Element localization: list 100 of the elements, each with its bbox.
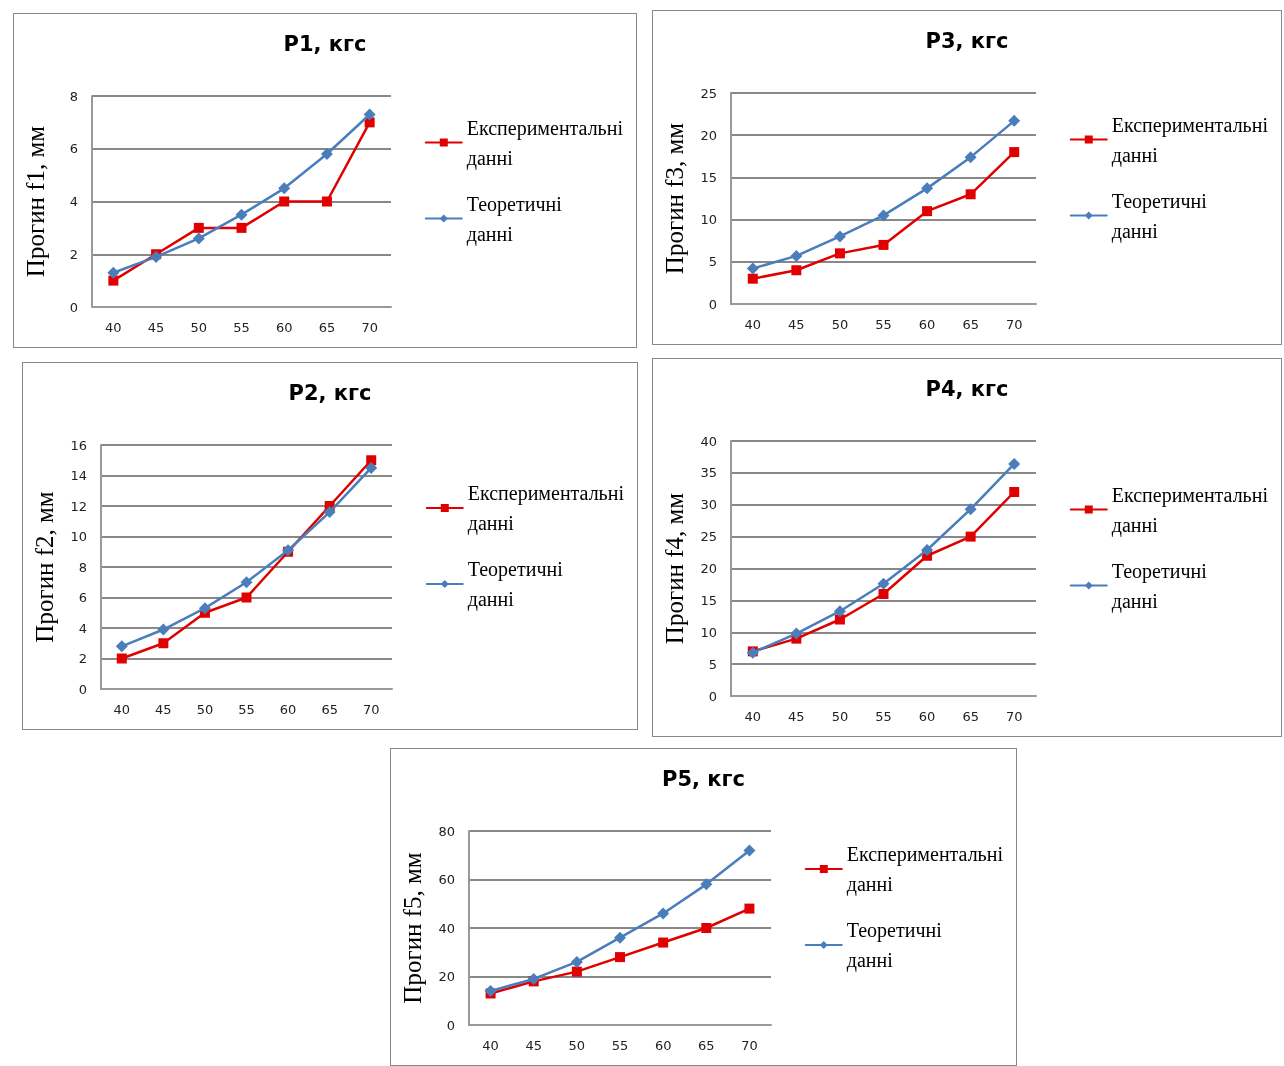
legend-label: Теоретичні данні — [1111, 189, 1208, 243]
point — [107, 266, 120, 279]
point — [241, 592, 252, 603]
point — [744, 903, 755, 914]
point — [921, 544, 934, 557]
y-axis-title: Прогин f4, мм — [661, 492, 688, 645]
x-tick-label: 50 — [196, 702, 214, 717]
y-tick-label: 25 — [700, 529, 717, 545]
y-tick-label: 10 — [70, 529, 87, 544]
chart-title: P5, кгс — [662, 766, 745, 791]
x-tick-label: 45 — [788, 317, 805, 332]
x-tick-label: 65 — [318, 320, 336, 335]
point — [701, 923, 712, 933]
y-tick-label: 20 — [700, 127, 717, 143]
y-axis-title: Прогин f5, мм — [399, 852, 426, 1004]
point — [657, 907, 670, 920]
point — [235, 208, 248, 221]
y-tick-label: 60 — [438, 872, 455, 887]
legend-label: Теоретичні данні — [1111, 559, 1208, 613]
x-tick-label: 45 — [788, 709, 805, 724]
x-tick-label: 70 — [741, 1038, 758, 1053]
y-tick-label: 0 — [69, 299, 78, 315]
point — [965, 189, 976, 200]
point — [158, 638, 169, 649]
legend-label: Експериментальні данні — [1111, 483, 1269, 537]
point — [921, 182, 934, 195]
point — [877, 577, 890, 590]
legend-label: Теоретичні данні — [467, 558, 564, 611]
y-tick-label: 5 — [708, 656, 717, 672]
y-tick-label: 2 — [69, 246, 78, 262]
x-tick-label: 65 — [321, 702, 338, 717]
point — [279, 196, 290, 207]
x-tick-label: 50 — [568, 1038, 586, 1053]
point — [320, 148, 333, 161]
y-tick-label: 2 — [78, 651, 87, 666]
y-tick-label: 35 — [700, 465, 717, 481]
y-tick-label: 0 — [708, 296, 717, 312]
point — [116, 653, 127, 664]
point — [878, 589, 889, 599]
point — [570, 955, 583, 968]
point — [833, 230, 846, 243]
x-tick-label: 70 — [1005, 709, 1023, 724]
y-tick-label: 4 — [69, 194, 78, 209]
point — [157, 623, 170, 636]
point — [746, 262, 759, 275]
point — [108, 275, 119, 286]
x-tick-label: 65 — [962, 317, 979, 332]
point — [571, 966, 582, 977]
legend-label: Теоретичні данні — [466, 192, 563, 246]
point — [700, 878, 713, 891]
point — [614, 931, 626, 944]
point — [791, 265, 802, 276]
legend-label: Експериментальні данні — [846, 843, 1004, 896]
y-axis-title: Прогин f2, мм — [31, 491, 58, 643]
y-tick-label: 8 — [69, 88, 78, 104]
point — [527, 972, 540, 985]
y-tick-label: 14 — [70, 468, 87, 483]
point — [834, 248, 845, 259]
chart-title: P3, кгс — [925, 28, 1009, 53]
legend-label: Експериментальні данні — [466, 116, 624, 170]
x-tick-label: 55 — [238, 702, 255, 717]
y-tick-label: 40 — [438, 920, 455, 936]
y-tick-label: 16 — [70, 437, 87, 453]
x-tick-label: 60 — [918, 709, 936, 724]
point — [198, 602, 211, 615]
legend-label: Експериментальні данні — [467, 482, 625, 535]
x-tick-label: 50 — [831, 709, 849, 724]
x-tick-label: 55 — [875, 709, 892, 724]
point — [278, 182, 291, 195]
point — [658, 937, 669, 948]
point — [743, 844, 756, 857]
x-tick-label: 40 — [744, 709, 762, 724]
y-tick-label: 12 — [70, 498, 87, 514]
x-tick-label: 40 — [744, 317, 762, 332]
x-tick-label: 45 — [155, 702, 172, 717]
point — [1009, 147, 1020, 158]
point — [964, 151, 977, 164]
y-tick-label: 0 — [708, 688, 717, 704]
point — [922, 206, 933, 217]
point — [323, 506, 336, 519]
y-tick-label: 5 — [708, 254, 717, 270]
y-tick-label: 40 — [700, 433, 717, 449]
y-tick-label: 20 — [700, 561, 717, 576]
y-tick-label: 15 — [700, 592, 717, 608]
y-tick-label: 30 — [700, 497, 717, 513]
y-axis-title: Прогин f1, мм — [22, 125, 49, 278]
point — [321, 196, 332, 207]
x-tick-label: 45 — [525, 1038, 542, 1053]
x-tick-label: 70 — [1005, 317, 1023, 332]
point — [365, 461, 378, 474]
x-tick-label: 55 — [875, 317, 892, 332]
point — [366, 455, 377, 466]
y-tick-label: 10 — [700, 624, 717, 640]
x-tick-label: 55 — [233, 320, 250, 335]
y-tick-label: 4 — [78, 620, 87, 636]
y-tick-label: 6 — [78, 590, 87, 605]
y-tick-label: 80 — [438, 823, 455, 839]
y-tick-label: 6 — [69, 141, 78, 157]
x-tick-label: 55 — [611, 1038, 629, 1053]
point — [790, 249, 803, 262]
